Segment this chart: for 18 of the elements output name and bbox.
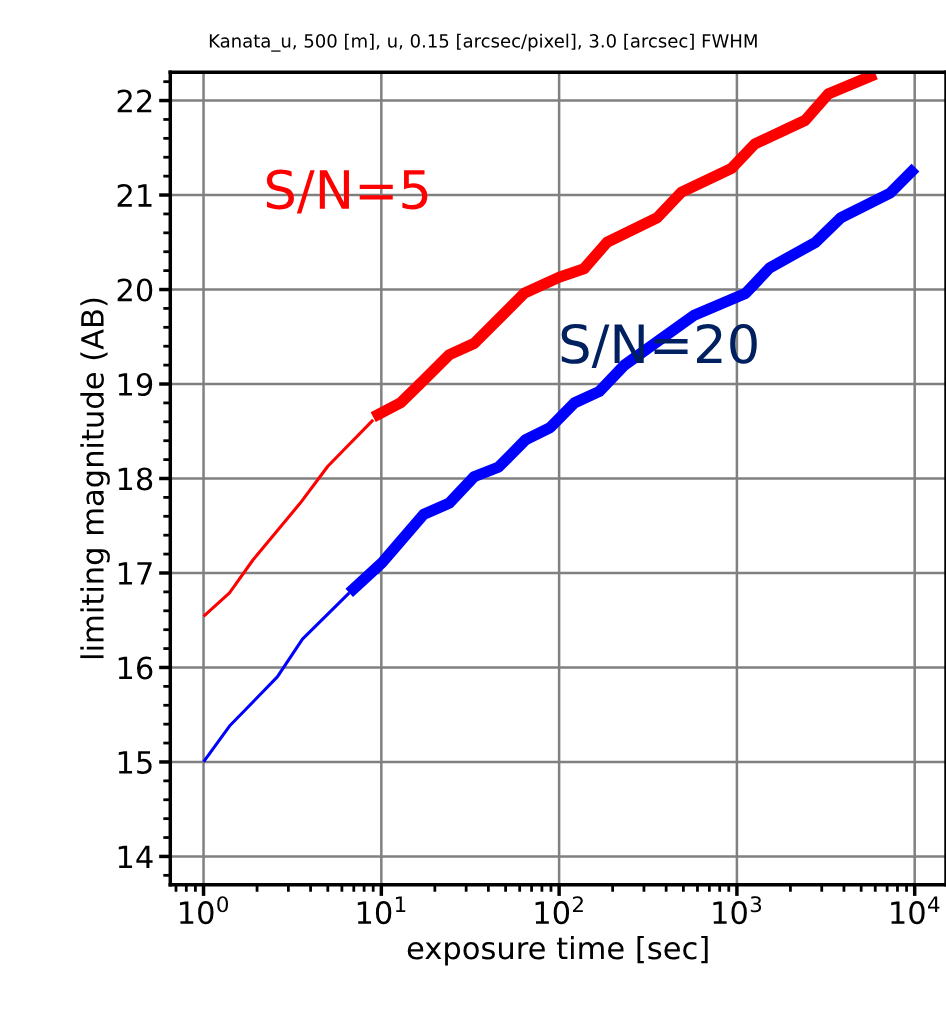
x-axis-title: exposure time [sec] — [407, 935, 708, 966]
y-axis-title: limiting magnitude (AB) — [80, 298, 110, 659]
x-tick-label: 10$^{4}$ — [891, 896, 940, 925]
x-tick-label: 10$^{2}$ — [535, 896, 583, 925]
y-tick-label: 16 — [118, 656, 153, 680]
y-tick-label: 20 — [117, 278, 153, 302]
text: S/N=5 — [266, 169, 428, 214]
chart-title: Kanata_u, 500 [m], u, 0.15 [arcsec/pixel], 3.0 [arcsec] FWHM — [209, 33, 757, 52]
y-tick-label: 14 — [118, 845, 153, 869]
y-tick-label: 22 — [117, 89, 152, 113]
y-tick-label: 18 — [118, 467, 153, 491]
x-tick-label: 10$^{3}$ — [713, 896, 762, 925]
y-tick-label: 19 — [118, 372, 153, 397]
y-tick-label: 21 — [117, 183, 152, 207]
x-tick-label: 10$^{1}$ — [357, 896, 406, 925]
x-tick-label: 10$^{0}$ — [180, 896, 229, 925]
y-tick-label: 15 — [118, 751, 152, 774]
y-tick-label: 17 — [118, 562, 152, 585]
